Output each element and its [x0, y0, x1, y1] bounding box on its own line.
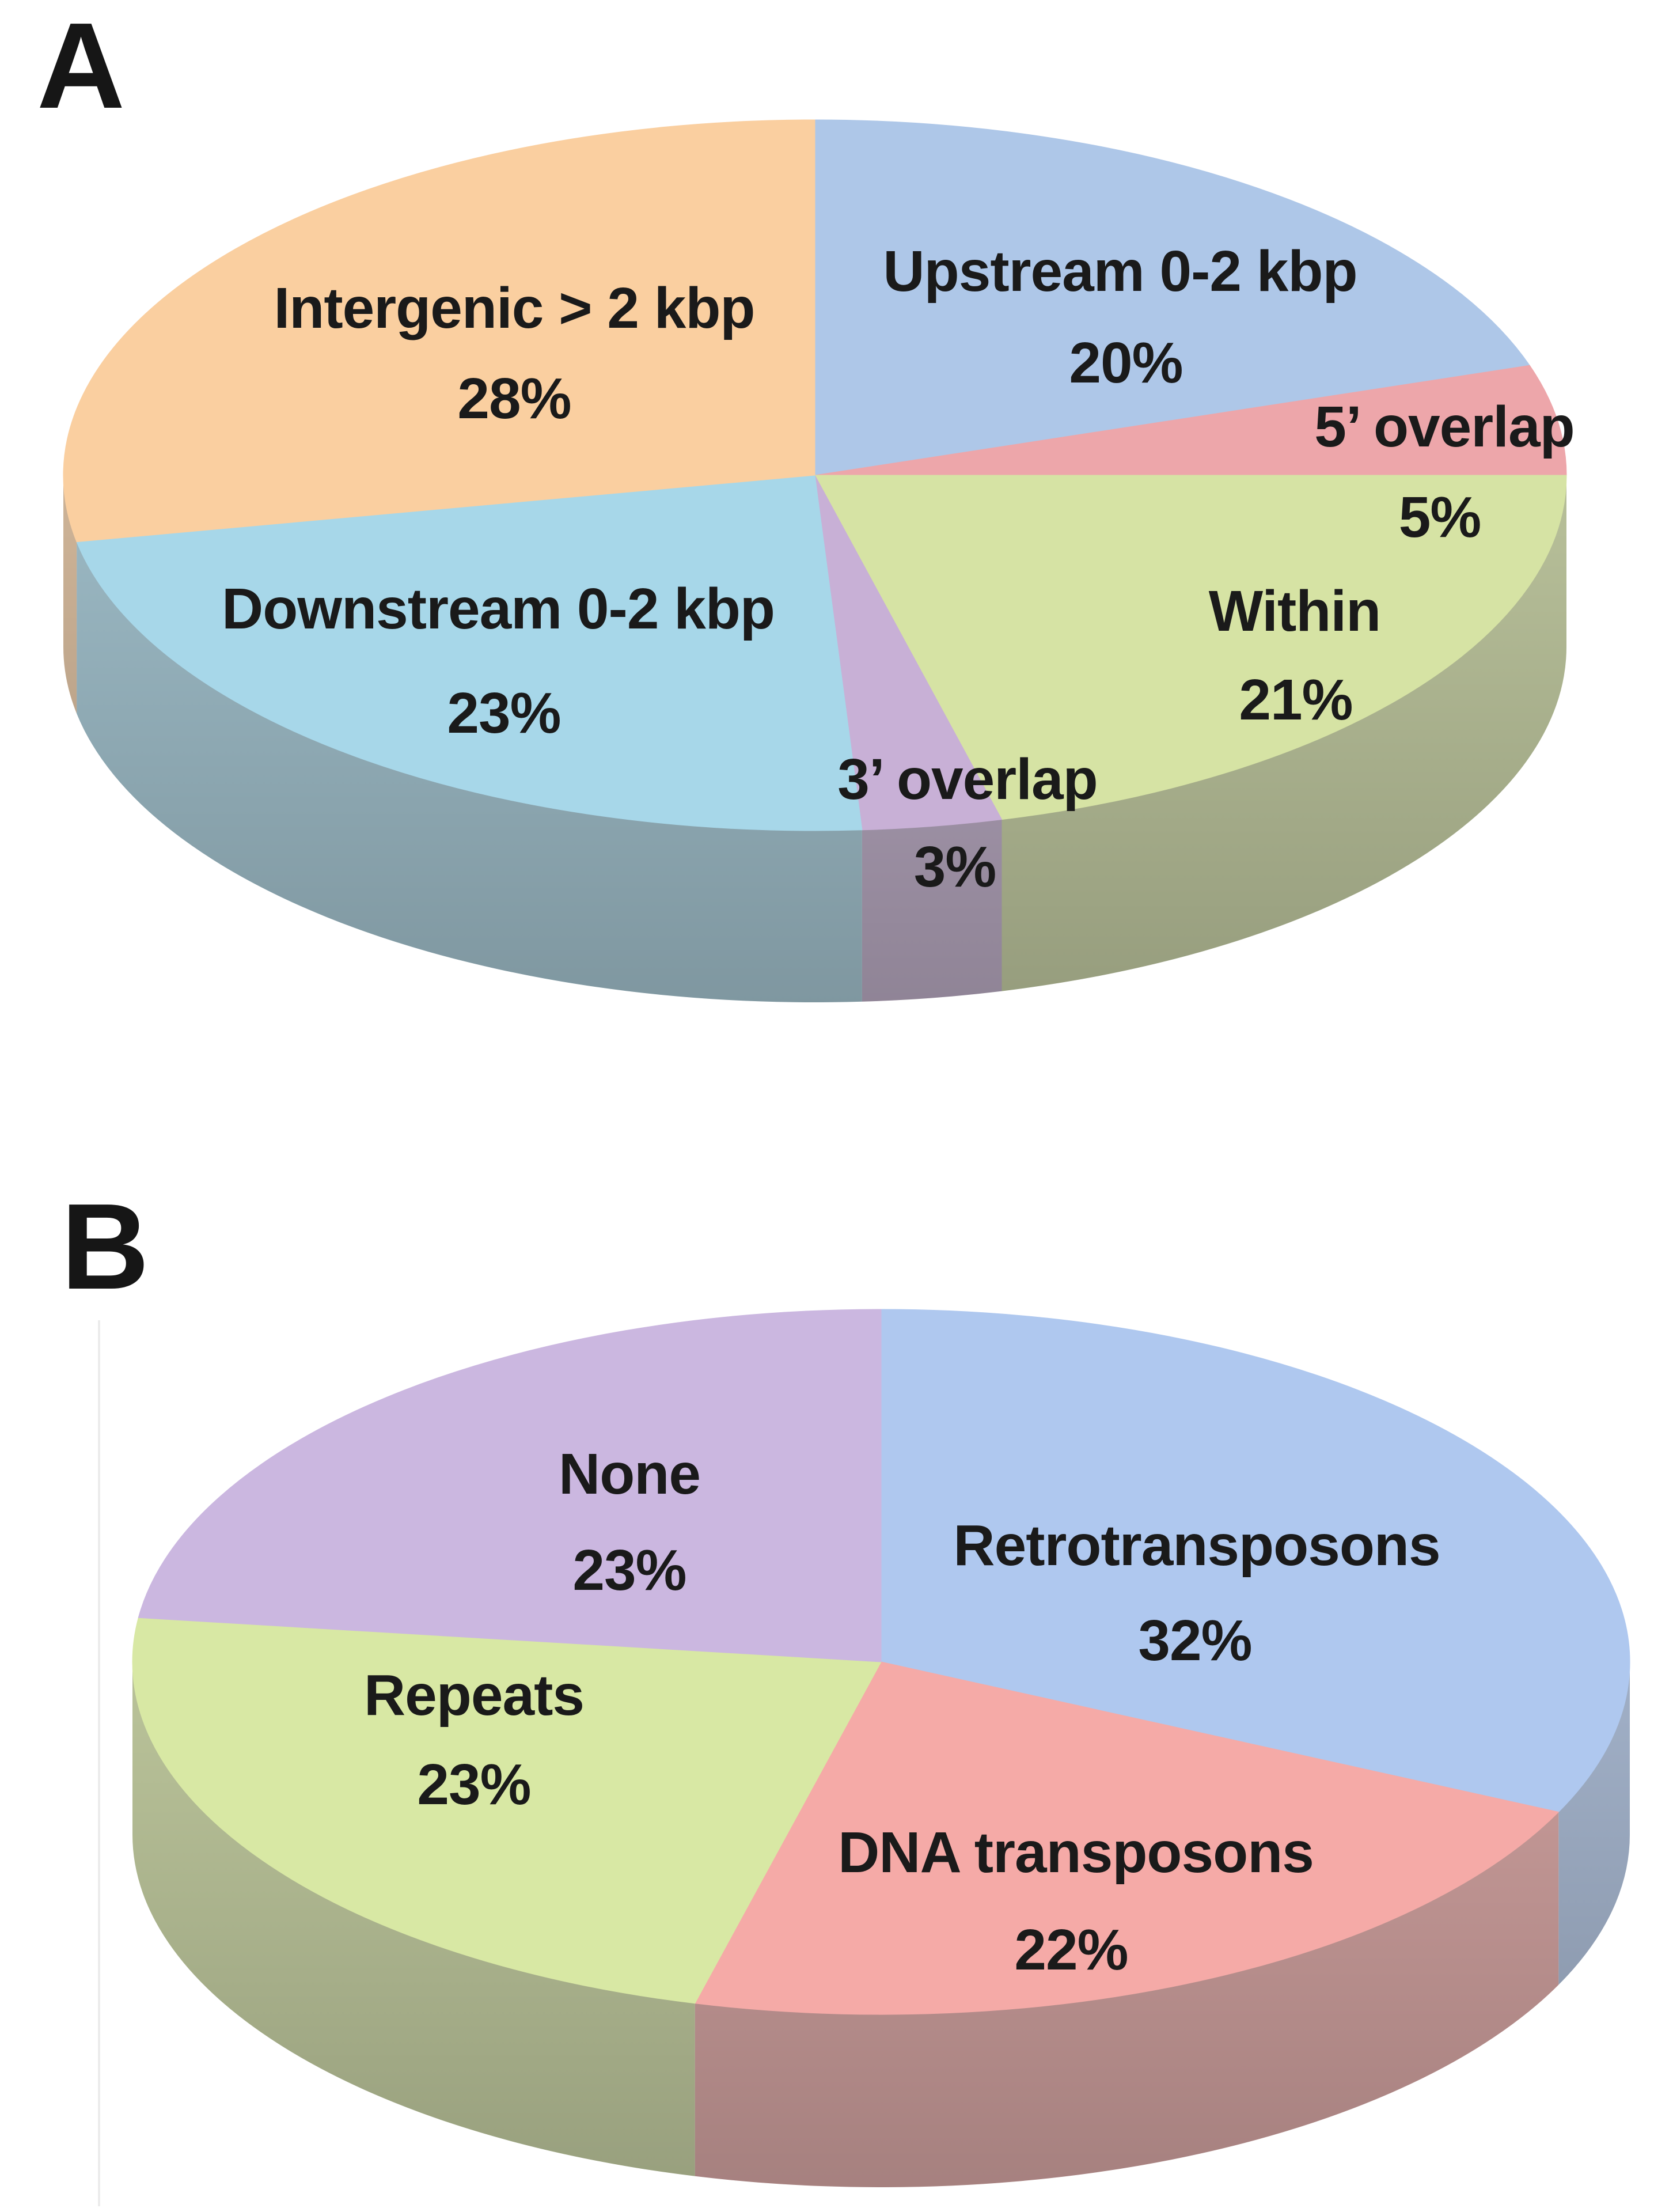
pie-b-pct-retrotransposons: 32%: [1138, 1608, 1251, 1673]
pie-b-label-retrotransposons: Retrotransposons: [953, 1513, 1440, 1578]
pie-a-label-5-overlap: 5’ overlap: [1314, 395, 1574, 459]
pie-b-slice-retrotransposons: [881, 1309, 1630, 1813]
pie-b-slice-none: [138, 1309, 882, 1662]
pie-b-label-dna-transposons: DNA transposons: [838, 1820, 1314, 1885]
pie-b-chart: Retrotransposons 32% DNA transposons 22% Rep…: [132, 1309, 1630, 2188]
pie-a-slice-5-overlap: [814, 365, 1567, 476]
panel-a-label: A: [37, 0, 126, 134]
pie-a-label-within: Within: [1209, 579, 1381, 643]
panel-b-label: B: [61, 1178, 150, 1315]
pie-b-label-none: None: [559, 1442, 700, 1506]
pie-a-pct-downstream-0-2-kbp: 23%: [447, 681, 560, 745]
pie-a-label-intergenic-2-kbp: Intergenic > 2 kbp: [274, 276, 754, 340]
pie-a-slice-upstream-0-2-kbp: [814, 119, 1530, 476]
pie-b-pct-repeats: 23%: [417, 1752, 530, 1817]
pie-a-slice-downstream-0-2-kbp: [76, 475, 863, 831]
pie-b-slice-repeats: [132, 1617, 882, 2004]
plot-area-edge-artifact: [98, 1320, 100, 2206]
pie-b-label-repeats: Repeats: [364, 1663, 584, 1728]
pie-a-label-upstream-0-2-kbp: Upstream 0-2 kbp: [883, 239, 1357, 304]
pie-b-slice-dna-transposons: [694, 1661, 1560, 2015]
pie-a-wall-shading: [63, 475, 1566, 1002]
pie-a-pct-within: 21%: [1239, 668, 1352, 732]
pie-a-pct-3-overlap: 3%: [914, 835, 996, 899]
pie-a-slice-3-overlap: [814, 475, 1003, 831]
pie-a-chart: Upstream 0-2 kbp 20% 5’ overlap 5% Within 21%…: [63, 119, 1575, 1003]
pie-a-label-downstream-0-2-kbp: Downstream 0-2 kbp: [222, 577, 775, 641]
pie-b-pct-none: 23%: [572, 1538, 686, 1603]
pie-a-pct-intergenic-2-kbp: 28%: [457, 366, 571, 431]
pie-b-wall-shading: [132, 1662, 1630, 2187]
pie-b-pct-dna-transposons: 22%: [1014, 1918, 1128, 1982]
pie-a-pct-upstream-0-2-kbp: 20%: [1069, 331, 1182, 395]
pie-a-slice-intergenic-2-kbp: [63, 119, 815, 543]
pie-a-pct-5-overlap: 5%: [1399, 485, 1481, 550]
pie-a-slice-within: [814, 475, 1567, 820]
pie-a-label-3-overlap: 3’ overlap: [837, 747, 1097, 812]
